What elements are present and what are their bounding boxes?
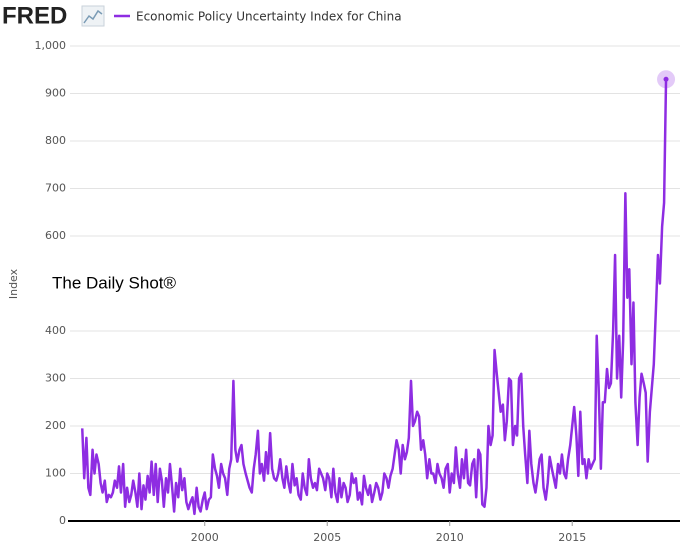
highlight-point xyxy=(663,76,669,82)
x-tick-label: 2010 xyxy=(436,531,464,544)
y-axis-label: Index xyxy=(7,268,20,299)
y-tick-label: 300 xyxy=(45,372,66,385)
logo-icon xyxy=(81,5,105,27)
y-tick-label: 400 xyxy=(45,324,66,337)
y-tick-label: 900 xyxy=(45,87,66,100)
y-tick-label: 600 xyxy=(45,229,66,242)
series-line xyxy=(81,79,668,516)
y-tick-label: 0 xyxy=(59,514,66,527)
y-tick-label: 1,000 xyxy=(35,39,67,52)
y-tick-label: 100 xyxy=(45,467,66,480)
logo: FRED xyxy=(2,2,67,29)
watermark: The Daily Shot® xyxy=(52,273,176,292)
y-tick-label: 700 xyxy=(45,182,66,195)
legend-label: Economic Policy Uncertainty Index for Ch… xyxy=(136,10,402,24)
y-tick-label: 800 xyxy=(45,134,66,147)
y-tick-label: 200 xyxy=(45,419,66,432)
x-tick-label: 2015 xyxy=(558,531,586,544)
x-tick-label: 2000 xyxy=(191,531,219,544)
x-tick-label: 2005 xyxy=(313,531,341,544)
